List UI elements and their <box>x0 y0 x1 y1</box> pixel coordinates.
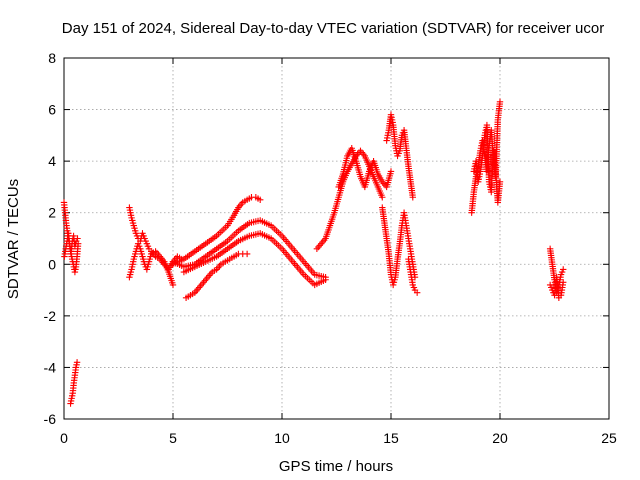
y-tick-label: 2 <box>48 205 56 221</box>
data-point <box>560 279 567 286</box>
data-point <box>387 168 395 175</box>
data-point <box>560 266 567 273</box>
data-point <box>322 276 329 283</box>
series-seg-0h-neg <box>67 359 81 407</box>
data-point <box>496 98 504 106</box>
series-seg-19h-b <box>470 121 504 206</box>
series-arc-mid <box>169 217 329 281</box>
series-seg-15h <box>379 204 419 289</box>
y-tick-label: 0 <box>48 256 56 272</box>
series-peak-13h <box>335 145 395 191</box>
y-tick-label: -4 <box>44 359 57 375</box>
data-point <box>73 359 81 366</box>
data-point <box>257 196 264 204</box>
y-tick-label: 4 <box>48 153 56 169</box>
data-point <box>243 250 251 258</box>
chart-title: Day 151 of 2024, Sidereal Day-to-day VTE… <box>62 20 604 37</box>
data-point <box>413 289 421 296</box>
series-seg-15h-top <box>383 111 416 201</box>
data-point <box>169 281 177 289</box>
data-point <box>496 178 504 185</box>
axis-ticks: 0 5 10 15 20 25 -6 -4 -2 0 2 4 6 8 <box>44 50 617 446</box>
series-seg-3h-b <box>126 240 177 289</box>
x-tick-label: 10 <box>274 430 290 446</box>
data-point <box>409 194 416 201</box>
y-axis-label: SDTVAR / TECUs <box>5 179 22 299</box>
data-point <box>74 235 81 242</box>
series-seg-22h-b <box>546 273 567 302</box>
x-tick-label: 0 <box>60 430 68 446</box>
x-tick-label: 15 <box>383 430 399 446</box>
series-seg-0h-b <box>61 230 81 260</box>
y-tick-label: -2 <box>44 308 57 324</box>
series-rise-12h <box>313 147 386 253</box>
y-tick-label: -6 <box>44 411 57 427</box>
x-tick-label: 20 <box>492 430 508 446</box>
x-axis-label: GPS time / hours <box>279 458 393 475</box>
x-tick-label: 25 <box>601 430 617 446</box>
data-points <box>60 98 567 407</box>
y-tick-label: 8 <box>48 50 56 66</box>
series-arc-lower <box>180 230 329 289</box>
y-tick-label: 6 <box>48 102 56 118</box>
data-point <box>379 194 386 201</box>
series-arc-bottom <box>182 250 251 302</box>
series-seg-16h <box>405 255 421 296</box>
plot-frame <box>63 57 610 420</box>
x-tick-label: 5 <box>169 430 177 446</box>
